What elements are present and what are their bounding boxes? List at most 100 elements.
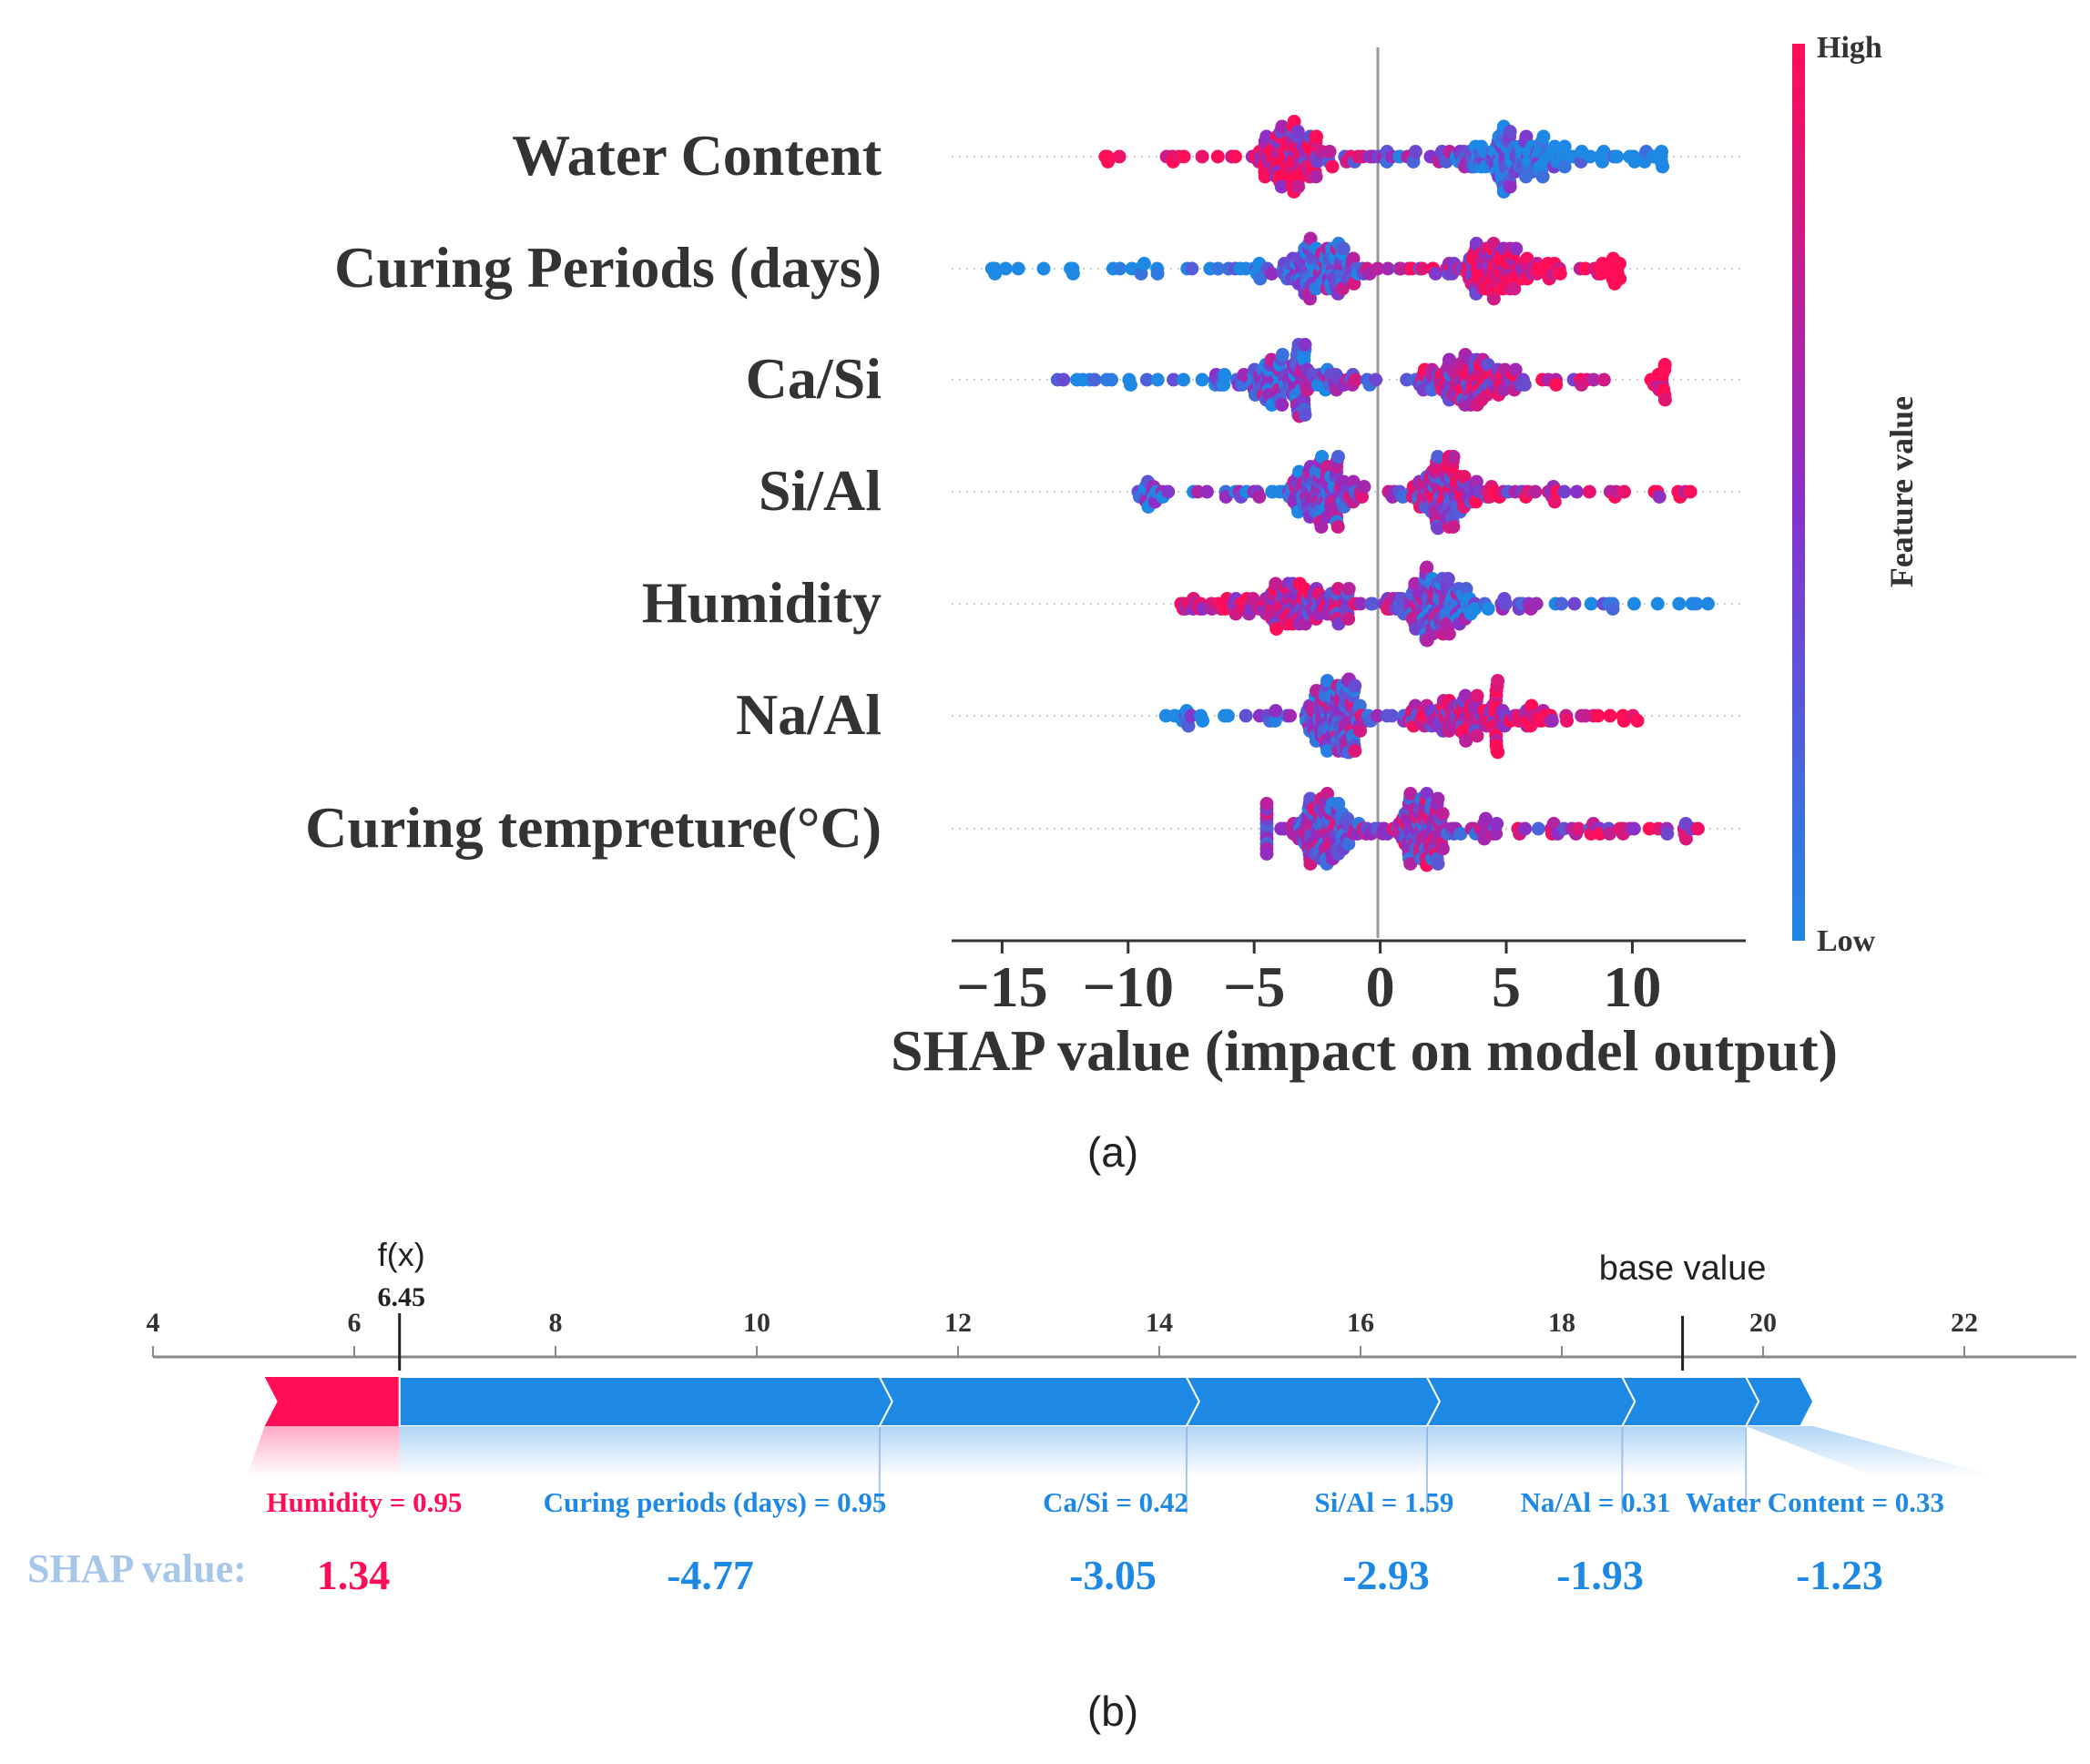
negative-segment [398,1376,893,1427]
shap-point [1591,709,1606,723]
shap-point [1491,745,1505,760]
shap-point [1431,791,1445,806]
shap-point [1570,484,1584,499]
shap-point [1264,267,1279,280]
shap-point [1690,821,1705,836]
shap-point [1626,821,1641,836]
shap-point [1596,372,1611,387]
shap-point [1657,393,1672,407]
shap-point [1630,714,1645,728]
shap-point [1536,129,1551,144]
negative-segment-shade [399,1426,880,1477]
panel-a-caption: (a) [1087,1128,1138,1176]
shap-point [1549,378,1564,392]
shap-point [1606,602,1620,616]
shap-point [1269,576,1283,591]
shap-point [1498,596,1513,611]
shap-point [1330,520,1345,534]
shap-point [1603,709,1617,723]
shap-point [1489,827,1504,841]
shap-point [1269,622,1284,636]
force-feature-label: Ca/Si = 0.42 [1043,1486,1188,1518]
base-value-label: base value [1599,1249,1767,1288]
shap-point [1217,378,1231,392]
shap-point [1275,119,1290,134]
shap-point [1478,811,1493,826]
shap-point [1596,145,1611,158]
shap-point [1112,149,1127,164]
shap-point [1509,241,1524,256]
shap-point [1290,125,1305,138]
force-feature-label: Curing periods (days) = 0.95 [544,1486,887,1518]
force-feature-label: Si/Al = 1.59 [1315,1486,1454,1518]
shap-point [1660,827,1675,841]
shap-point [1365,596,1380,611]
shap-point [1011,261,1025,276]
shap-point [1139,372,1154,387]
shap-point [1303,231,1318,246]
shap-point [1309,169,1323,184]
shap-point [1211,261,1225,276]
force-feature-label: Humidity = 0.95 [267,1486,463,1518]
negative-segment-shade [1186,1426,1427,1477]
shap-point [1167,372,1181,387]
shap-point [1150,372,1165,387]
shap-point [1571,821,1585,836]
shap-point [1065,267,1080,280]
shap-point [1336,241,1351,256]
shap-point [1553,267,1567,280]
shap-point [1655,145,1668,158]
shap-point [1596,155,1609,168]
force-shap-value: 1.34 [317,1552,391,1598]
x-axis: −15 −10 −5 0 5 10 [952,939,1746,1019]
shap-point [1610,149,1625,164]
fx-value: 6.45 [377,1282,425,1312]
shap-point [1220,709,1235,723]
shap-point [1275,398,1290,412]
shap-point [1490,817,1504,831]
shap-point [1150,267,1165,280]
positive-segment [264,1377,400,1426]
negative-segment [1425,1376,1636,1427]
shap-point [1384,709,1399,723]
shap-point [1113,261,1127,276]
force-axis: 4 6 8 10 12 14 16 18 20 22 [147,1308,2076,1371]
colorbar-high-label: High [1817,31,1882,65]
negative-segment-shade [1426,1426,1623,1477]
shap-point [988,267,1003,280]
shap-point [1274,179,1289,194]
shap-point [1298,408,1312,422]
shap-point [1529,596,1544,611]
shap-point [1583,149,1597,164]
negative-segment [1620,1376,1760,1427]
x-tick-label: −10 [1083,954,1174,1019]
shap-point [1371,709,1384,723]
force-tick-label: 8 [549,1308,563,1338]
shap-point [1259,797,1274,811]
shap-point [1199,484,1214,499]
shap-point [1431,857,1445,871]
shap-summary-plot: Water Content Curing Periods (days) Ca/Si S… [305,31,1920,1176]
force-shap-value: -2.93 [1342,1552,1430,1598]
shap-point [1441,572,1455,586]
shap-point [1258,169,1272,184]
shap-point [1545,714,1559,728]
force-tick-label: 12 [944,1308,972,1338]
force-tick-label: 4 [147,1308,160,1338]
shap-point [1503,179,1517,194]
shap-point [1578,261,1593,276]
negative-segment-shade [879,1426,1187,1477]
colorbar-gradient [1792,44,1805,941]
shap-point [1481,602,1495,616]
shap-point [1371,261,1385,276]
force-tick-label: 18 [1548,1308,1575,1338]
shap-point [1137,257,1151,270]
feature-label: Humidity [642,570,882,635]
shap-point [1678,831,1693,846]
shap-point [1683,484,1697,499]
shap-point [1314,520,1329,534]
shap-point [1689,596,1704,611]
shap-point [1353,596,1368,611]
shap-point [1036,261,1051,276]
shap-points [984,115,1715,872]
